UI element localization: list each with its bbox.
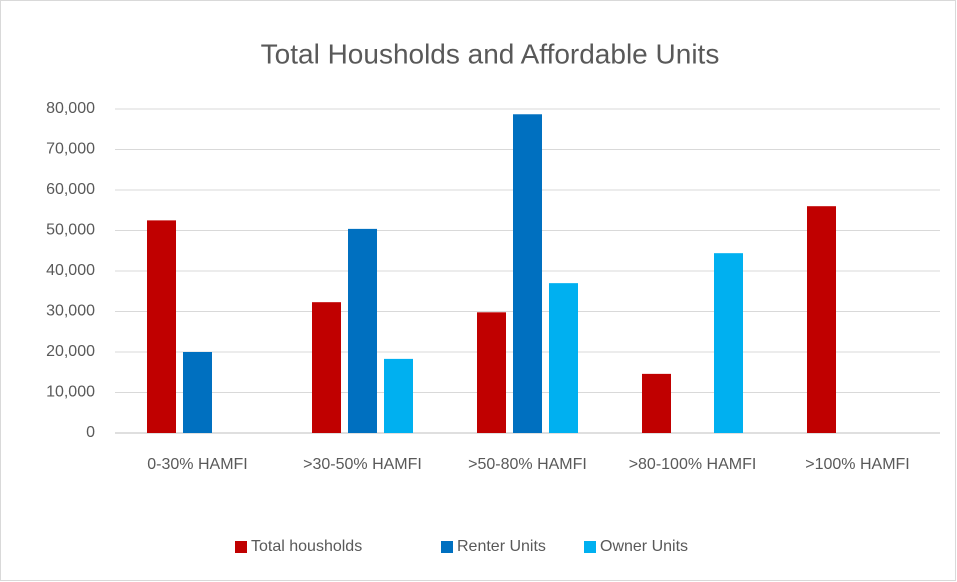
y-tick-label: 70,000 [46, 141, 95, 158]
x-tick-label: >30-50% HAMFI [303, 456, 422, 473]
bar [549, 283, 578, 433]
y-tick-label: 10,000 [46, 384, 95, 401]
y-tick-label: 40,000 [46, 262, 95, 279]
bar [807, 206, 836, 433]
y-tick-label: 80,000 [46, 100, 95, 117]
legend-label: Owner Units [600, 538, 688, 555]
bar [183, 352, 212, 433]
legend-swatch [235, 541, 247, 553]
bar [513, 114, 542, 433]
y-tick-label: 20,000 [46, 343, 95, 360]
bar [477, 312, 506, 433]
bar [147, 220, 176, 433]
legend-swatch [584, 541, 596, 553]
bar [642, 373, 671, 433]
legend-label: Renter Units [457, 538, 546, 555]
y-tick-label: 0 [86, 424, 95, 441]
bar [384, 358, 413, 433]
x-tick-label: >100% HAMFI [805, 456, 910, 473]
chart-title: Total Housholds and Affordable Units [261, 38, 720, 69]
y-tick-label: 60,000 [46, 181, 95, 198]
y-tick-label: 50,000 [46, 222, 95, 239]
legend-label: Total housholds [251, 538, 362, 555]
y-tick-label: 30,000 [46, 303, 95, 320]
x-tick-label: 0-30% HAMFI [147, 456, 248, 473]
bar [312, 302, 341, 433]
legend-swatch [441, 541, 453, 553]
bar [714, 253, 743, 433]
bar [348, 228, 377, 433]
x-tick-label: >80-100% HAMFI [628, 456, 757, 473]
x-tick-label: >50-80% HAMFI [468, 456, 587, 473]
